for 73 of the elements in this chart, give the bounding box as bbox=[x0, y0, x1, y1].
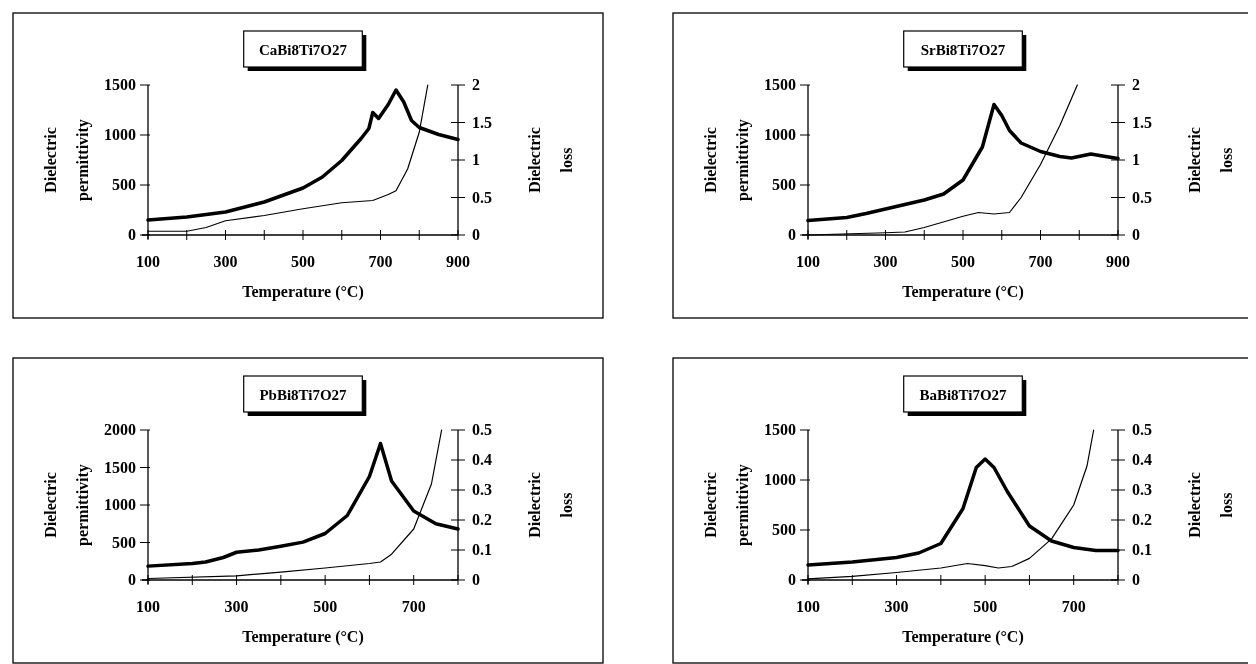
y2-axis-title: Dielectric loss bbox=[526, 127, 575, 193]
x-axis-title: Temperature (°C) bbox=[242, 628, 364, 646]
y-axis-title: Dielectric permittivity bbox=[42, 119, 92, 201]
x-tick-label: 300 bbox=[873, 253, 898, 270]
y2-tick-label: 0.5 bbox=[1132, 421, 1152, 438]
x-tick-label: 900 bbox=[1106, 253, 1130, 270]
y2-tick-label: 0.3 bbox=[1132, 481, 1152, 498]
y2-tick-label: 1.5 bbox=[472, 113, 492, 131]
y-tick-label: 500 bbox=[112, 533, 136, 551]
x-tick-label: 100 bbox=[796, 598, 820, 615]
y2-tick-label: 0.4 bbox=[472, 451, 492, 468]
y2-axis-title: Dielectric loss bbox=[1186, 127, 1235, 193]
y-tick-label: 1000 bbox=[764, 126, 796, 143]
y-tick-label: 1000 bbox=[104, 496, 136, 513]
x-tick-label: 300 bbox=[884, 598, 909, 615]
y2-tick-label: 1 bbox=[472, 151, 480, 168]
y2-axis-title: Dielectric loss bbox=[1186, 472, 1235, 538]
y2-tick-label: 0.1 bbox=[472, 541, 492, 558]
x-tick-label: 500 bbox=[313, 598, 338, 615]
chart-title: SrBi8Ti7O27 bbox=[920, 42, 1006, 58]
y-tick-label: 0 bbox=[788, 226, 796, 243]
y2-tick-label: 0.5 bbox=[1132, 188, 1152, 206]
chart-title: PbBi8Ti7O27 bbox=[259, 387, 348, 403]
y2-tick-label: 0 bbox=[1132, 571, 1140, 588]
x-tick-label: 700 bbox=[401, 598, 426, 615]
y2-tick-label: 0 bbox=[472, 571, 480, 588]
y2-tick-label: 2 bbox=[472, 76, 480, 93]
x-tick-label: 100 bbox=[796, 253, 820, 270]
x-axis-title: Temperature (°C) bbox=[902, 628, 1024, 646]
y2-tick-label: 0.4 bbox=[1132, 451, 1152, 468]
y-tick-label: 0 bbox=[128, 226, 136, 243]
y-axis-title: Dielectric permittivity bbox=[42, 464, 92, 546]
y2-tick-label: 1 bbox=[1132, 151, 1140, 168]
x-tick-label: 900 bbox=[446, 253, 470, 270]
y2-tick-label: 0.3 bbox=[472, 481, 492, 498]
y-tick-label: 1500 bbox=[104, 458, 136, 476]
y2-tick-label: 0.2 bbox=[1132, 511, 1152, 528]
y-tick-label: 1500 bbox=[764, 76, 796, 93]
x-tick-label: 500 bbox=[291, 253, 315, 270]
x-tick-label: 700 bbox=[1028, 253, 1053, 270]
y-tick-label: 1500 bbox=[764, 421, 796, 438]
y2-tick-label: 1.5 bbox=[1132, 113, 1152, 131]
x-tick-label: 700 bbox=[368, 253, 393, 270]
y-tick-label: 2000 bbox=[104, 421, 136, 438]
y-tick-label: 500 bbox=[772, 521, 796, 538]
y-tick-label: 500 bbox=[772, 176, 796, 193]
x-tick-label: 100 bbox=[136, 253, 160, 270]
y-tick-label: 1000 bbox=[764, 471, 796, 488]
y-tick-label: 1000 bbox=[104, 126, 136, 143]
y2-tick-label: 0.1 bbox=[1132, 541, 1152, 558]
y-tick-label: 0 bbox=[788, 571, 796, 588]
x-axis-title: Temperature (°C) bbox=[242, 283, 364, 301]
y2-tick-label: 0 bbox=[1132, 226, 1140, 243]
y2-tick-label: 0.5 bbox=[472, 421, 492, 438]
y-tick-label: 0 bbox=[128, 571, 136, 588]
x-tick-label: 300 bbox=[224, 598, 249, 615]
chart-title: CaBi8Ti7O27 bbox=[258, 42, 348, 58]
x-tick-label: 500 bbox=[973, 598, 998, 615]
y-tick-label: 1500 bbox=[104, 76, 136, 93]
y2-axis-title: Dielectric loss bbox=[526, 472, 575, 538]
x-tick-label: 100 bbox=[136, 598, 160, 615]
chart-title: BaBi8Ti7O27 bbox=[919, 387, 1008, 403]
x-tick-label: 500 bbox=[951, 253, 975, 270]
y2-tick-label: 0.5 bbox=[472, 188, 492, 206]
y2-tick-label: 0 bbox=[472, 226, 480, 243]
y2-tick-label: 2 bbox=[1132, 76, 1140, 93]
y-axis-title: Dielectric permittivity bbox=[702, 464, 752, 546]
y-tick-label: 500 bbox=[112, 176, 136, 193]
x-tick-label: 700 bbox=[1061, 598, 1086, 615]
x-axis-title: Temperature (°C) bbox=[902, 283, 1024, 301]
y2-tick-label: 0.2 bbox=[472, 511, 492, 528]
y-axis-title: Dielectric permittivity bbox=[702, 119, 752, 201]
x-tick-label: 300 bbox=[213, 253, 238, 270]
